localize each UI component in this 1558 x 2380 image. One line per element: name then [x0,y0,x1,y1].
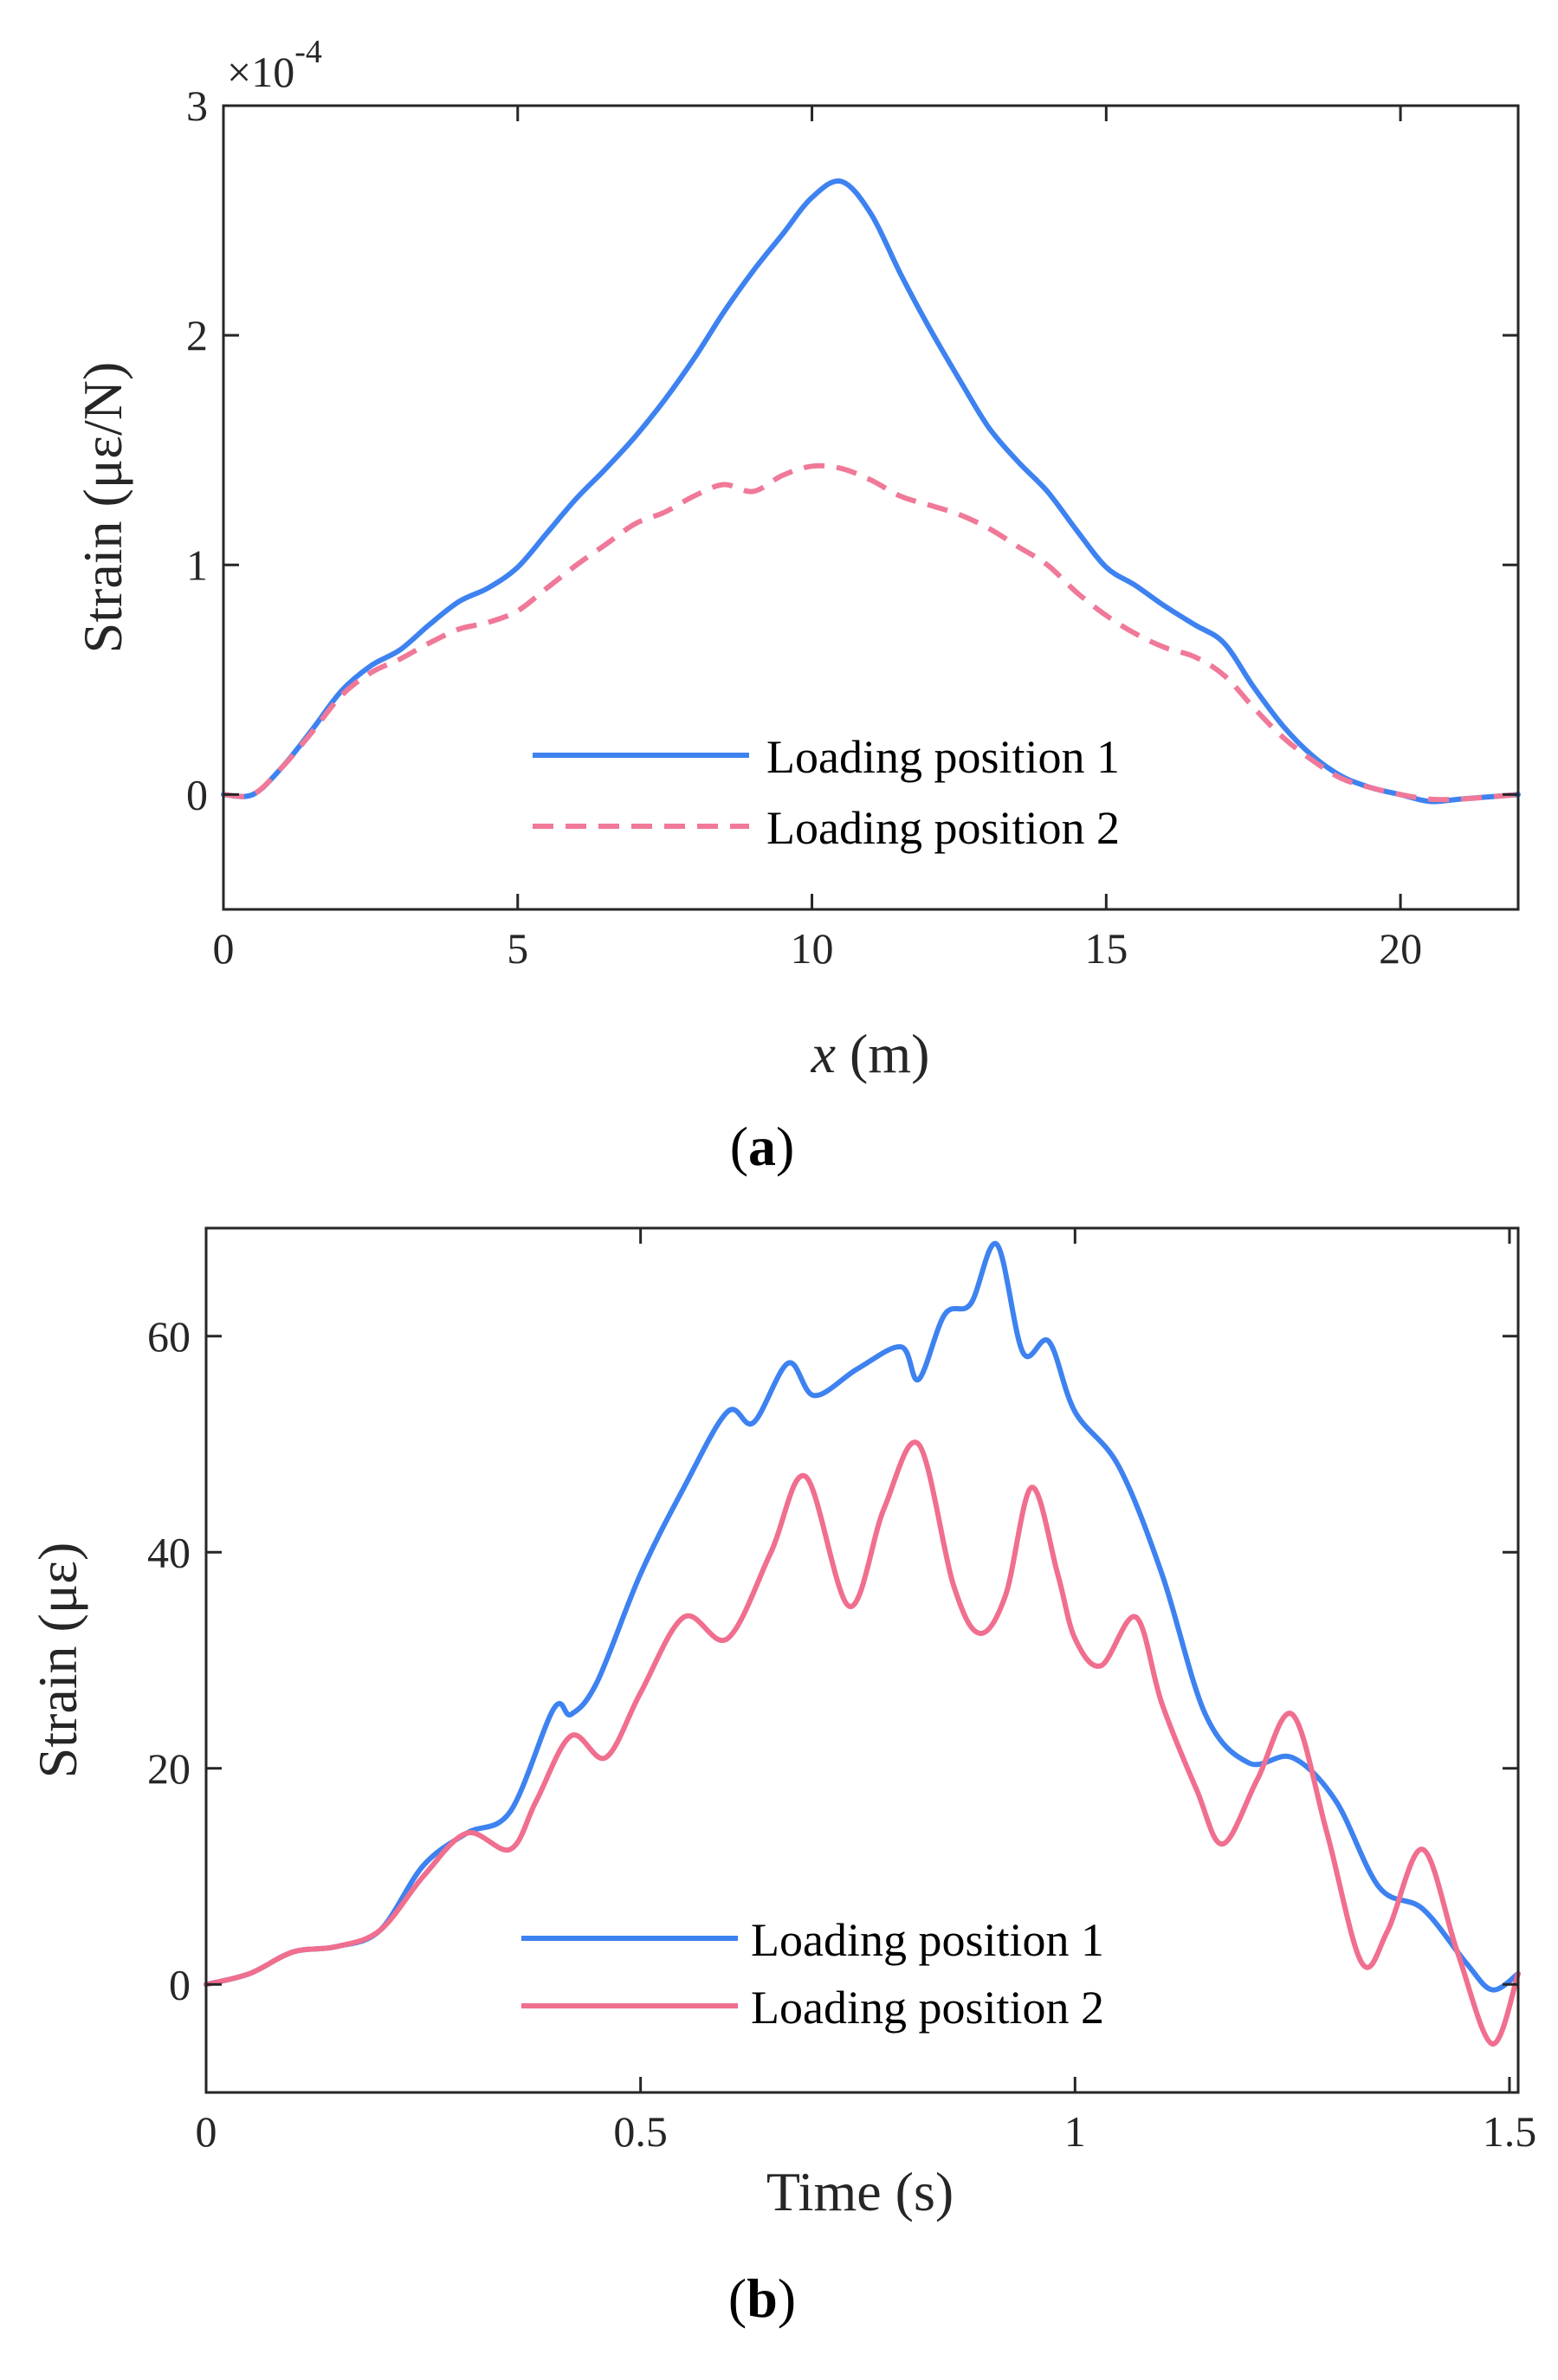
panel-b-xtick-label: 1.5 [1483,2107,1537,2156]
panel-b-legend: Loading position 1 Loading position 2 [521,1914,1104,2034]
panel-b-plot-area [206,1228,1518,2092]
panel-a-ytick-label: 2 [186,311,208,359]
panel-a-legend-label-1: Loading position 1 [766,731,1120,783]
panel-b-tick-labels: 0 0.5 1 1.5 0 20 40 60 [147,1312,1536,2156]
panel-a-xtick-label: 10 [791,924,834,973]
panel-a-plot-area [223,106,1518,909]
panel-a-xtick-label: 20 [1379,924,1422,973]
panel-b-xtick-label: 1 [1064,2107,1086,2156]
panel-b-legend-label-1: Loading position 1 [751,1914,1104,1966]
panel-a-axes-box [222,104,1520,911]
panel-b-caption: (b) [728,2267,796,2329]
panel-b-xtick-label: 0 [196,2107,217,2156]
panel-a-exponent-base: ×10 [227,48,294,96]
panel-b-ytick-label: 20 [147,1744,191,1793]
panel-a-ytick-label: 3 [186,81,208,130]
panel-a-xlabel: x (m) [811,1023,930,1084]
panel-a-ylabel: Strain (με/N) [72,362,133,654]
panel-a-xlabel-var: x [811,1023,836,1084]
panel-a-xlabel-unit: (m) [836,1023,929,1084]
panel-b-ytick-label: 60 [147,1312,191,1361]
panel-a-ticks [222,104,1518,909]
panel-a-caption: (a) [730,1116,795,1177]
panel-a-xtick-label: 5 [507,924,528,973]
panel-a-series [221,178,1521,805]
panel-a-ytick-label: 0 [186,770,208,818]
panel-b-series-2-line [204,1439,1521,2047]
panel-a-series-2-line [223,462,1519,803]
panel-b-xtick-label: 0.5 [613,2107,668,2156]
panel-a-series-1-line [221,178,1521,805]
panel-b-caption-letter: b [747,2267,778,2329]
panel-a-ytick-label: 1 [186,540,208,589]
panel-b-series-1-line [204,1240,1521,1993]
panel-a-exponent-power: -4 [294,34,322,70]
panel-b-xlabel: Time (s) [766,2161,954,2222]
panel-b: 0 0.5 1 1.5 0 20 40 60 Strain (με) Time (s) Loa… [27,1226,1536,2329]
panel-a-legend-label-2: Loading position 2 [766,802,1120,854]
panel-b-ytick-label: 40 [147,1528,191,1576]
panel-a-tick-labels: 0 5 10 15 20 0 1 2 3 [186,81,1422,973]
panel-a: 0 5 10 15 20 0 1 2 3 ×10-4 Strain (με/N) x (m) L… [72,34,1521,1177]
panel-b-legend-label-2: Loading position 2 [751,1982,1104,2034]
panel-a-legend: Loading position 1 Loading position 2 [533,731,1120,854]
panel-b-series [204,1240,1521,2047]
panel-b-ylabel: Strain (με) [27,1542,88,1779]
panel-b-axes-box [204,1226,1520,2094]
panel-a-caption-letter: a [748,1116,776,1177]
panel-a-exponent: ×10-4 [227,34,322,96]
panel-a-xtick-label: 0 [213,924,235,973]
panel-a-xtick-label: 15 [1084,924,1128,973]
panel-b-ticks [204,1228,1518,2092]
panel-b-ytick-label: 0 [169,1960,191,2008]
